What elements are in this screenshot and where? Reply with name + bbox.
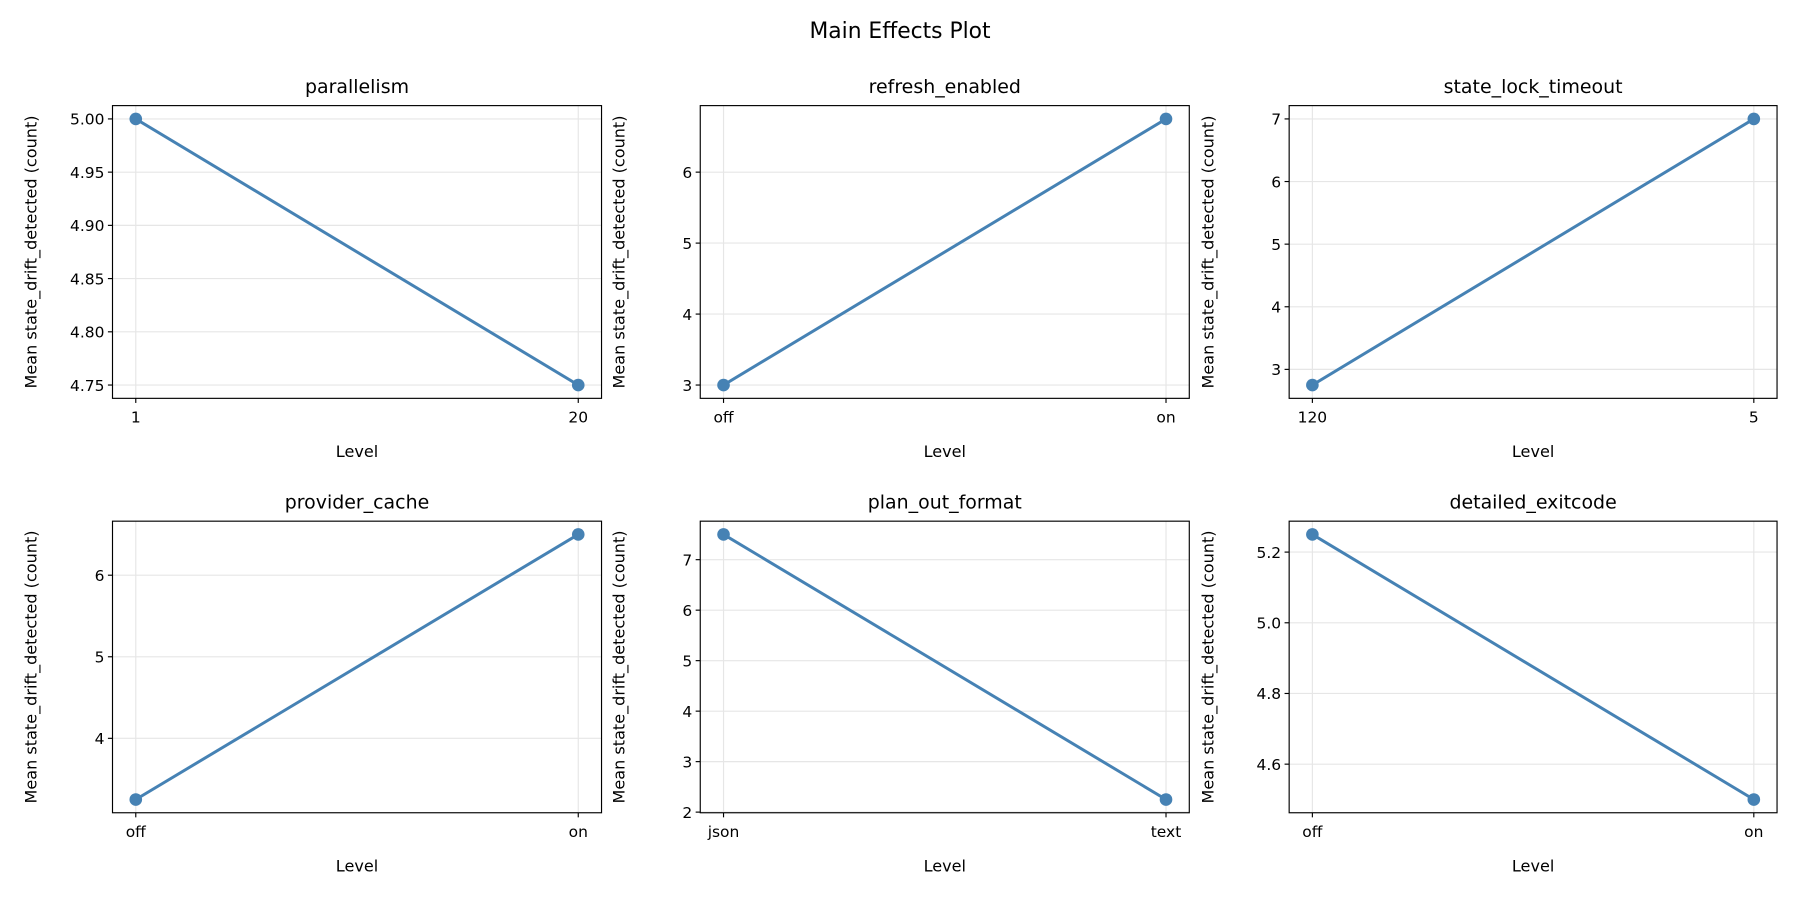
y-tick-label: 4.75 (70, 377, 104, 395)
y-tick-label: 5 (682, 652, 692, 670)
y-tick-label: 3 (1271, 361, 1281, 379)
y-tick-label: 4.8 (1256, 685, 1281, 703)
subplot-refresh_enabled: 3 4 5 6 off on refresh_enabled Level Mean state_… (609, 76, 1190, 461)
y-axis-label: Mean state_drift_detected (count) (1198, 115, 1218, 388)
x-tick-label: 5 (1749, 408, 1759, 426)
x-axis-label: Level (924, 442, 966, 461)
y-axis-label: Mean state_drift_detected (count) (22, 530, 42, 803)
y-axis-label: Mean state_drift_detected (count) (22, 115, 42, 388)
data-point (571, 378, 585, 392)
x-tick-label: on (569, 823, 588, 841)
y-tick-label: 6 (1271, 173, 1281, 191)
axes-frame (111, 105, 603, 399)
y-tick-label: 5 (95, 649, 105, 667)
data-point (717, 528, 730, 541)
figure-title: Main Effects Plot (809, 19, 991, 44)
y-tick-label: 4 (682, 703, 692, 721)
x-tick-label: on (1744, 823, 1763, 841)
y-tick-label: 5.0 (1256, 615, 1281, 633)
y-tick-label: 4 (682, 306, 692, 324)
data-point (1159, 112, 1173, 126)
x-tick-label: off (713, 408, 733, 426)
x-tick-label: 20 (568, 408, 588, 426)
data-point (1306, 528, 1319, 541)
axes-frame (1288, 520, 1778, 814)
axes-frame (1288, 105, 1778, 399)
axes-frame (699, 105, 1190, 399)
subplot-parallelism: 4.75 4.80 4.85 4.90 4.95 5.00 1 20 parallelism Le… (22, 76, 603, 461)
y-tick-label: 2 (682, 804, 692, 822)
series-line (1311, 533, 1755, 801)
y-tick-label: 6 (682, 164, 692, 182)
axes-frame (111, 520, 603, 814)
subplot-title: plan_out_format (868, 492, 1022, 514)
y-tick-label: 4.90 (70, 217, 104, 235)
x-tick-label: json (707, 823, 740, 841)
subplot-plan_out_format: 2 3 4 5 6 7 json text plan_out_format Level Mean s… (609, 492, 1190, 875)
series-line (1311, 117, 1755, 387)
y-tick-label: 6 (682, 602, 692, 620)
data-point (129, 112, 143, 126)
x-tick-label: off (126, 823, 146, 841)
x-axis-label: Level (336, 442, 378, 461)
y-tick-label: 6 (95, 567, 105, 585)
data-point (1306, 378, 1319, 392)
y-tick-label: 4.95 (70, 164, 104, 182)
subplot-detailed_exitcode: 4.6 4.8 5.0 5.2 off on detailed_exitcode Level M… (1198, 492, 1778, 875)
data-point (571, 528, 585, 541)
y-tick-label: 7 (1271, 111, 1281, 129)
y-tick-label: 5 (682, 235, 692, 253)
y-tick-label: 5 (1271, 236, 1281, 254)
y-tick-label: 4 (95, 730, 105, 748)
data-point (1747, 112, 1761, 126)
y-tick-label: 5.2 (1256, 544, 1281, 562)
y-tick-label: 3 (682, 753, 692, 771)
x-axis-label: Level (1512, 442, 1554, 461)
subplot-title: provider_cache (285, 492, 429, 514)
x-tick-label: 1 (131, 408, 141, 426)
subplot-provider_cache: 4 5 6 off on provider_cache Level Mean state_dr… (22, 492, 603, 875)
y-tick-label: 7 (682, 551, 692, 569)
data-point (1747, 793, 1761, 806)
y-tick-label: 4.6 (1256, 756, 1281, 774)
y-tick-label: 5.00 (70, 111, 104, 129)
subplot-state_lock_timeout: 3 4 5 6 7 120 5 state_lock_timeout Level Mean sta… (1198, 76, 1778, 461)
subplot-title: refresh_enabled (869, 76, 1021, 98)
data-point (129, 793, 143, 806)
series-line (722, 533, 1167, 801)
y-tick-label: 4.85 (70, 270, 104, 288)
y-axis-label: Mean state_drift_detected (count) (609, 530, 629, 803)
series-line (135, 533, 580, 801)
x-tick-label: text (1151, 823, 1182, 841)
y-tick-label: 4.80 (70, 324, 104, 342)
series-line (135, 117, 580, 387)
data-point (717, 378, 730, 392)
y-axis-label: Mean state_drift_detected (count) (1198, 530, 1218, 803)
subplot-title: parallelism (305, 76, 409, 98)
subplot-title: detailed_exitcode (1449, 492, 1616, 514)
x-tick-label: 120 (1298, 408, 1328, 426)
x-axis-label: Level (1512, 856, 1554, 875)
subplot-title: state_lock_timeout (1444, 76, 1623, 98)
series-line (722, 117, 1167, 387)
axes-frame (699, 520, 1190, 814)
x-axis-label: Level (924, 856, 966, 875)
x-tick-label: off (1302, 823, 1322, 841)
x-tick-label: on (1156, 408, 1175, 426)
x-axis-label: Level (336, 856, 378, 875)
data-point (1159, 793, 1173, 806)
y-axis-label: Mean state_drift_detected (count) (609, 115, 629, 388)
y-tick-label: 3 (682, 377, 692, 395)
y-tick-label: 4 (1271, 299, 1281, 317)
